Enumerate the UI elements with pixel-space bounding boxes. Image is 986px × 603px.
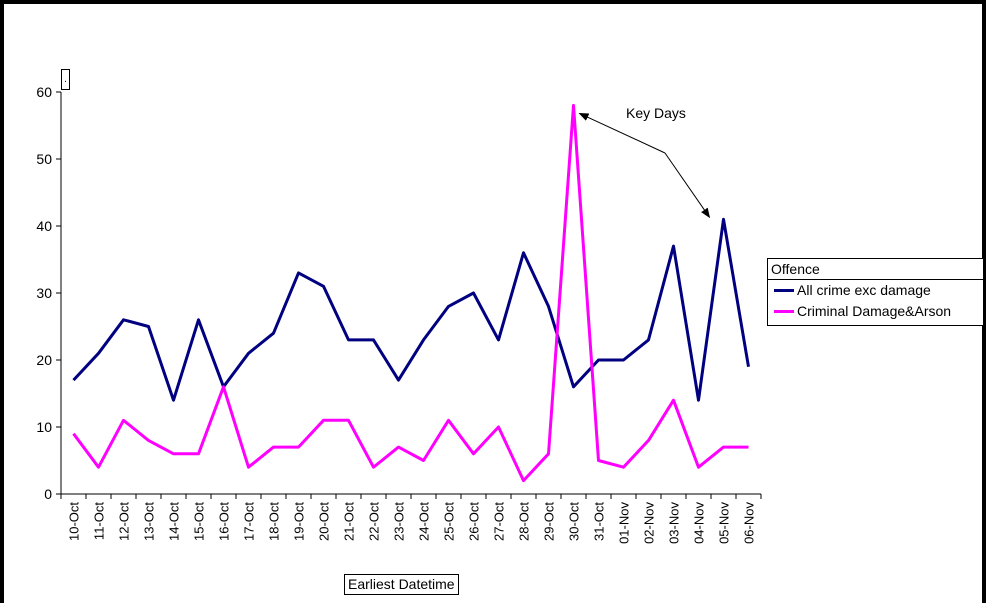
legend-label: Criminal Damage&Arson [797,303,952,319]
key-days-annotation: Key Days [626,105,686,121]
x-tick-label: 24-Oct [417,502,432,541]
x-tick-label: 19-Oct [292,502,307,541]
legend-item-all-crime: All crime exc damage [768,280,983,301]
x-tick-label: 14-Oct [167,502,182,541]
x-tick-label: 28-Oct [517,502,532,541]
y-tick-label: 40 [36,218,52,234]
x-tick-label: 30-Oct [567,502,582,541]
y-tick-label: 50 [36,151,52,167]
series-line-criminal-damage [72,103,749,483]
y-tick-label: 30 [36,285,52,301]
x-tick-label: 21-Oct [342,502,357,541]
y-ticks: 0 10 20 30 40 50 60 [36,84,61,502]
legend: Offence All crime exc damage Criminal Da… [767,258,984,326]
x-tick-label: 10-Oct [67,502,82,541]
x-tick-label: 18-Oct [267,502,282,541]
x-tick-label: 26-Oct [467,502,482,541]
x-axis-label: Earliest Datetime [344,574,459,595]
x-ticks: 10-Oct 11-Oct 12-Oct 13-Oct 14-Oct 15-Oct 16-O… [60,494,762,544]
x-tick-label: 03-Nov [667,502,682,544]
arrow-to-30-oct [578,112,666,154]
x-tick-label: 29-Oct [542,502,557,541]
x-tick-label: 05-Nov [717,502,732,544]
legend-title: Offence [768,259,983,280]
x-tick-label: 31-Oct [592,502,607,541]
series-lines [72,103,750,483]
x-tick-label: 25-Oct [442,502,457,541]
x-tick-label: 15-Oct [192,502,207,541]
x-tick-label: 20-Oct [317,502,332,541]
arrow-to-05-nov [664,152,711,219]
legend-swatch [774,310,794,313]
x-tick-label: 13-Oct [142,502,157,541]
x-tick-label: 11-Oct [92,502,107,540]
x-tick-label: 06-Nov [742,502,757,544]
x-tick-label: 27-Oct [492,502,507,541]
x-tick-label: 12-Oct [117,502,132,541]
x-tick-label: 16-Oct [217,502,232,541]
y-tick-label: 20 [36,352,52,368]
legend-swatch [774,289,794,292]
y-tick-label: 10 [36,419,52,435]
legend-label: All crime exc damage [797,282,931,298]
x-tick-label: 17-Oct [242,502,257,541]
series-line-all-crime [72,217,750,402]
y-tick-label: 60 [36,84,52,100]
x-tick-label: 04-Nov [692,502,707,544]
annotation-arrows [578,112,711,219]
x-tick-label: 02-Nov [642,502,657,544]
x-tick-label: 23-Oct [392,502,407,541]
x-tick-label: 01-Nov [617,502,632,544]
y-axis-label: . [61,69,70,90]
legend-item-criminal-damage: Criminal Damage&Arson [768,301,983,322]
axes [60,92,761,495]
x-tick-label: 22-Oct [367,502,382,541]
y-tick-label: 0 [44,486,52,502]
